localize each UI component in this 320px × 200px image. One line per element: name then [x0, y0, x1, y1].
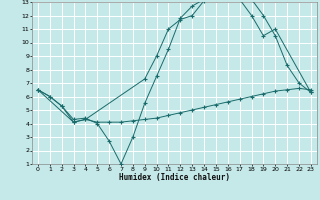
X-axis label: Humidex (Indice chaleur): Humidex (Indice chaleur)	[119, 173, 230, 182]
